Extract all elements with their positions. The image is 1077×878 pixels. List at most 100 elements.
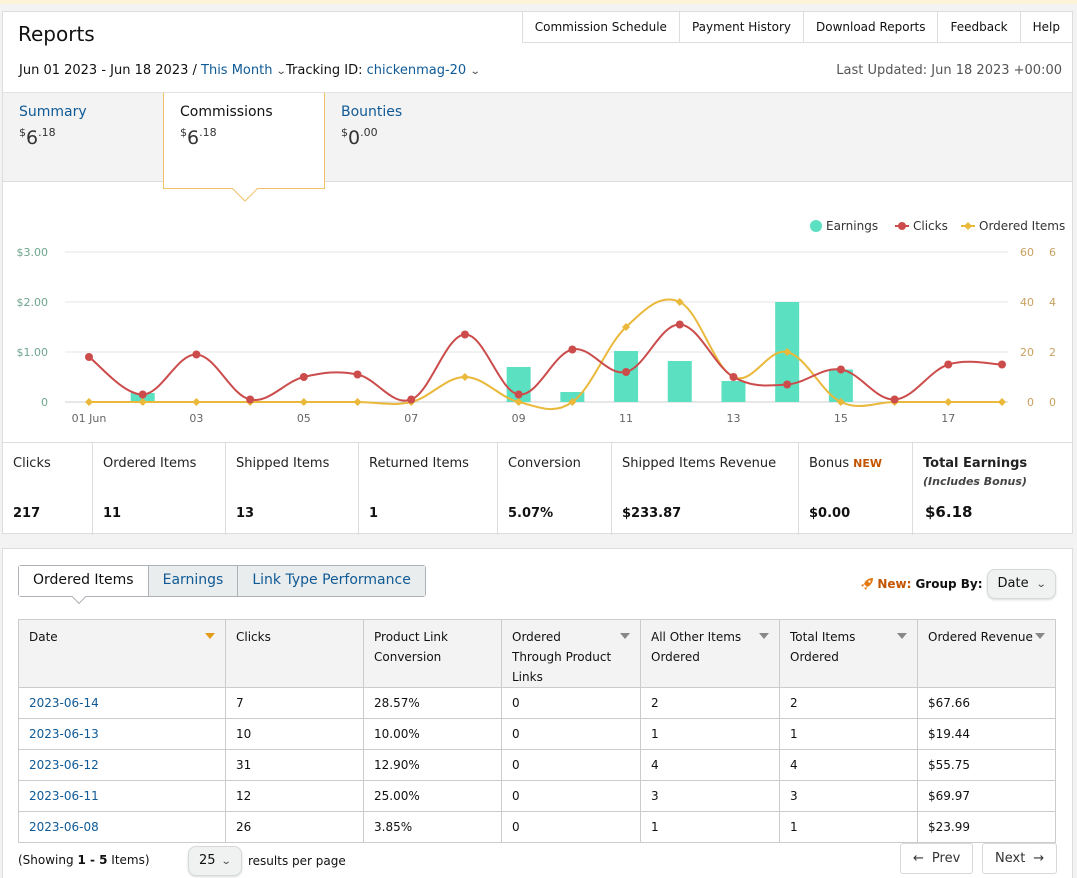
tab-ordered-items[interactable]: Ordered Items [19,566,148,605]
ordered-items-point [675,298,684,306]
clicks-point [192,350,201,359]
sort-arrow-icon[interactable] [620,633,630,639]
stat-label: Total Earnings [923,456,1028,471]
tracking-id-selector[interactable]: Tracking ID: chickenmag-20 ⌄ [286,63,481,78]
right-axis-tick-clicks: 20 [1020,346,1034,359]
help-link[interactable]: Help [1020,11,1073,43]
stat-conversion: Conversion 5.07% [498,443,612,535]
date-link[interactable]: 2023-06-14 [18,687,226,719]
clicks-point [299,373,308,381]
stat-label: Bonus NEW [809,456,912,471]
col-date[interactable]: Date [18,619,226,688]
earnings-chart: 0 0 0 $1.00 20 2 $2.00 40 4 $3.00 60 6 01 Jun 03 05 07 0… [17,219,1066,425]
amount-whole: 0 [348,127,361,149]
left-axis-tick: $3.00 [17,246,49,259]
ordered-items-point [944,398,953,406]
tab-commissions[interactable]: Commissions $6.18 [163,93,325,202]
col-all-other-items[interactable]: All Other Items Ordered [640,619,780,688]
commission-schedule-link[interactable]: Commission Schedule [521,11,680,43]
date-range: Jun 01 2023 - Jun 18 2023 / [19,63,197,78]
column-label: All Other Items Ordered [651,630,742,664]
tracking-id-value[interactable]: chickenmag-20 [366,63,467,78]
tab-link-type-performance[interactable]: Link Type Performance [237,566,425,596]
legend-ordered-label: Ordered Items [979,219,1065,233]
earnings-bar [667,361,692,402]
per-page-select[interactable]: 25 ⌄ [188,846,242,876]
stat-value: $233.87 [622,506,682,521]
table-cell: 3.85% [363,811,502,843]
col-product-link-conversion: Product Link Conversion [363,619,502,688]
stats-row: Clicks 217 Ordered Items 11 Shipped Items 1… [3,442,1072,535]
table-cell: 2 [640,687,780,719]
date-link[interactable]: 2023-06-13 [18,718,226,750]
payment-history-link[interactable]: Payment History [679,11,804,43]
sort-arrow-icon[interactable] [1035,633,1045,639]
left-axis-tick: $1.00 [17,346,49,359]
clicks-point [998,360,1006,369]
tab-bounties[interactable]: Bounties $0.00 [325,93,485,183]
stat-ordered-items: Ordered Items 11 [93,443,226,535]
tab-label: Ordered Items [33,572,134,588]
feedback-link[interactable]: Feedback [938,11,1021,43]
prev-button[interactable]: ← Prev [900,843,974,874]
x-axis-tick: 05 [297,412,311,425]
group-by-label: Group By: [915,577,983,591]
sort-arrow-icon[interactable] [759,633,769,639]
date-range-selector[interactable]: Jun 01 2023 - Jun 18 2023 / This Month ⌄ [19,63,288,78]
date-link[interactable]: 2023-06-12 [18,749,226,781]
per-page-value: 25 [199,853,216,868]
table-cell: 10 [225,718,364,750]
table-cell: 0 [501,749,641,781]
showing-count: (Showing 1 - 5 Items) [18,853,150,867]
legend-ordered-swatch [964,222,972,230]
rocket-icon [861,578,874,590]
orders-panel: Ordered Items Earnings Link Type Perform… [2,548,1073,878]
sort-arrow-icon[interactable] [205,633,215,639]
table-body: 2023-06-14 7 28.57% 0 2 2 $67.66 2023-06-13 10 10… [18,687,1056,843]
right-axis-tick-clicks: 40 [1020,296,1034,309]
table-row: 2023-06-08 26 3.85% 0 1 1 $23.99 [18,811,1056,843]
right-axis-tick-items: 6 [1049,246,1056,259]
x-axis-tick: 01 Jun [72,412,107,425]
col-ordered-revenue[interactable]: Ordered Revenue [917,619,1056,688]
table-cell: 0 [501,718,641,750]
table-cell: 25.00% [363,780,502,812]
chevron-down-icon: ⌄ [1035,579,1047,590]
ordered-items-line [89,298,1002,411]
chevron-down-icon: ⌄ [469,66,481,77]
stat-label: Conversion [508,456,581,471]
right-axis-tick-clicks: 0 [1027,396,1034,409]
stat-shipped-revenue: Shipped Items Revenue $233.87 [612,443,799,535]
date-link[interactable]: 2023-06-11 [18,780,226,812]
page-title: Reports [18,22,95,46]
earnings-bar [560,392,585,402]
amount-whole: 6 [187,127,200,149]
table-cell: 0 [501,780,641,812]
currency-symbol: $ [19,126,26,139]
table-cell: $55.75 [917,749,1056,781]
stat-shipped-items: Shipped Items 13 [226,443,359,535]
group-by-select[interactable]: Date ⌄ [986,569,1056,599]
top-nav: Commission Schedule Payment History Down… [521,11,1073,43]
tab-earnings[interactable]: Earnings [147,566,238,596]
amount-cents: .00 [360,126,378,139]
sort-arrow-icon[interactable] [897,633,907,639]
next-button[interactable]: Next → [982,843,1058,874]
date-link[interactable]: 2023-06-08 [18,811,226,843]
clicks-point [783,380,792,389]
col-clicks: Clicks [225,619,364,688]
tab-summary[interactable]: Summary $6.18 [3,93,163,183]
ordered-items-point [85,398,93,406]
col-total-items[interactable]: Total Items Ordered [779,619,918,688]
chevron-down-icon: ⌄ [276,66,288,77]
download-reports-link[interactable]: Download Reports [803,11,939,43]
clicks-point [407,395,416,404]
table-cell: 1 [779,718,918,750]
ordered-items-point [353,398,362,406]
stat-label: Shipped Items Revenue [622,456,777,471]
stat-label: Shipped Items [236,456,330,471]
col-ordered-through-links[interactable]: Ordered Through Product Links [501,619,641,688]
arrow-left-icon: ← [913,851,924,866]
period-link[interactable]: This Month [201,63,273,78]
stat-value: $0.00 [809,506,851,521]
